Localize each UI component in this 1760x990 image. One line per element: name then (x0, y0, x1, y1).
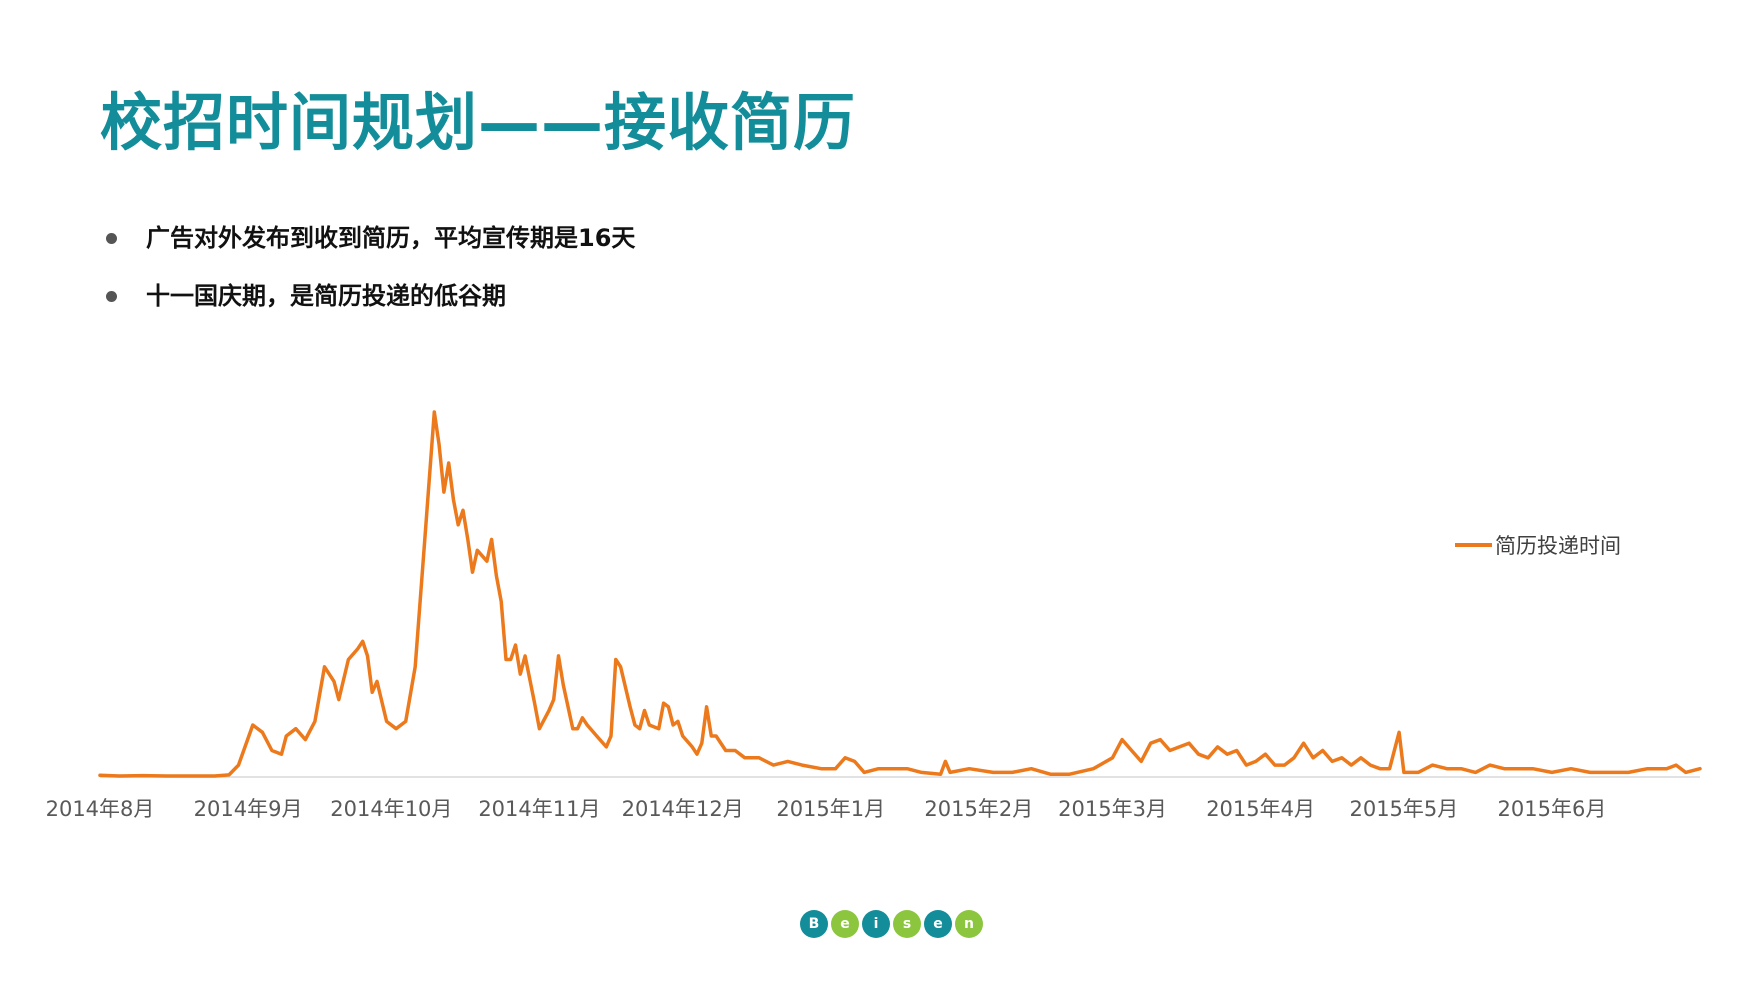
logo-dot: e (924, 910, 952, 938)
logo-dot: B (800, 910, 828, 938)
series-line (98, 410, 1702, 778)
x-tick-labels: 2014年8月 2014年9月 2014年10月 2014年11月 2014年12月 20… (46, 797, 1607, 821)
x-tick-label: 2015年5月 (1349, 797, 1458, 821)
logo-dot: n (955, 910, 983, 938)
x-tick-label: 2014年12月 (622, 797, 744, 821)
logo-dot: i (862, 910, 890, 938)
bullet-item: 广告对外发布到收到简历，平均宣传期是16天 (100, 218, 635, 276)
x-tick-label: 2015年6月 (1498, 797, 1607, 821)
x-tick-label: 2014年8月 (46, 797, 155, 821)
bullet-list: 广告对外发布到收到简历，平均宣传期是16天 十一国庆期，是简历投递的低谷期 (100, 218, 635, 334)
x-tick-label: 2014年10月 (330, 797, 452, 821)
series-layer (98, 410, 1702, 778)
x-tick-label: 2015年2月 (924, 797, 1033, 821)
x-tick-label: 2014年9月 (194, 797, 303, 821)
logo-dot: e (831, 910, 859, 938)
belsen-logo: B e i s e n (800, 910, 983, 938)
x-tick-label: 2014年11月 (478, 797, 600, 821)
x-tick-label: 2015年3月 (1058, 797, 1167, 821)
legend-label: 简历投递时间 (1495, 534, 1621, 558)
logo-dot: s (893, 910, 921, 938)
bullet-item: 十一国庆期，是简历投递的低谷期 (100, 276, 635, 334)
slide-title: 校招时间规划——接收简历 (100, 86, 857, 159)
x-tick-label: 2015年4月 (1206, 797, 1315, 821)
x-tick-label: 2015年1月 (776, 797, 885, 821)
chart-legend: 简历投递时间 (1455, 534, 1621, 558)
